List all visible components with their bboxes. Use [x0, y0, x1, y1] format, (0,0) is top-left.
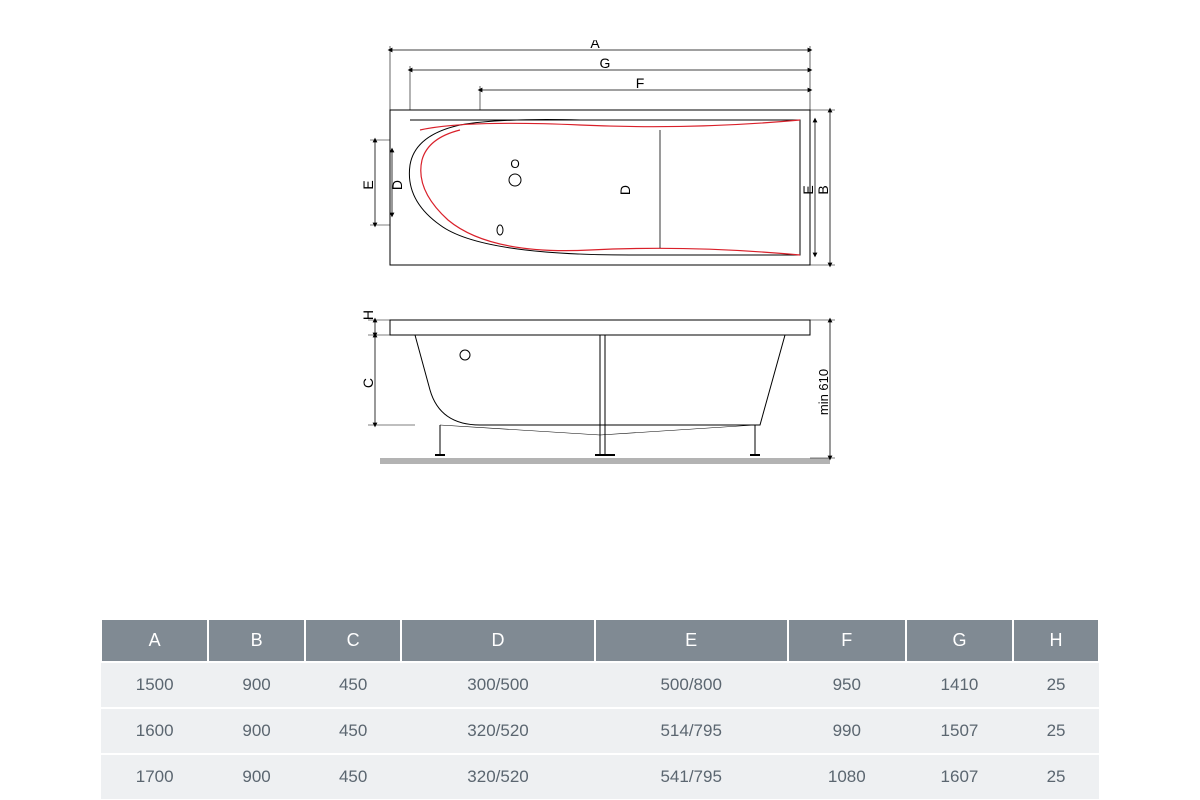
dim-a: A	[590, 40, 600, 51]
col-h: H	[1013, 620, 1099, 662]
technical-drawing: A G F B E E D D O	[330, 40, 870, 490]
dim-c: C	[360, 378, 376, 388]
dim-f: F	[636, 75, 645, 91]
col-c: C	[305, 620, 402, 662]
label-d-inner: D	[617, 185, 633, 195]
label-o: O	[510, 157, 519, 171]
dimensions-table: ABCDEFGH 1500900450300/500500/8009501410…	[100, 620, 1100, 799]
dim-g: G	[600, 55, 611, 71]
col-a: A	[101, 620, 208, 662]
col-d: D	[401, 620, 594, 662]
table-row: 1700900450320/520541/7951080160725	[101, 754, 1099, 799]
dim-e-right: E	[800, 185, 816, 194]
col-e: E	[595, 620, 788, 662]
dim-b: B	[815, 185, 831, 194]
col-g: G	[906, 620, 1013, 662]
table-row: 1600900450320/520514/795990150725	[101, 708, 1099, 754]
dim-e-left: E	[360, 180, 376, 189]
dim-h: H	[360, 310, 376, 320]
col-f: F	[788, 620, 906, 662]
dim-min610: min 610	[816, 369, 831, 415]
table-row: 1500900450300/500500/800950141025	[101, 662, 1099, 708]
col-b: B	[208, 620, 305, 662]
dim-d-left: D	[389, 180, 405, 190]
